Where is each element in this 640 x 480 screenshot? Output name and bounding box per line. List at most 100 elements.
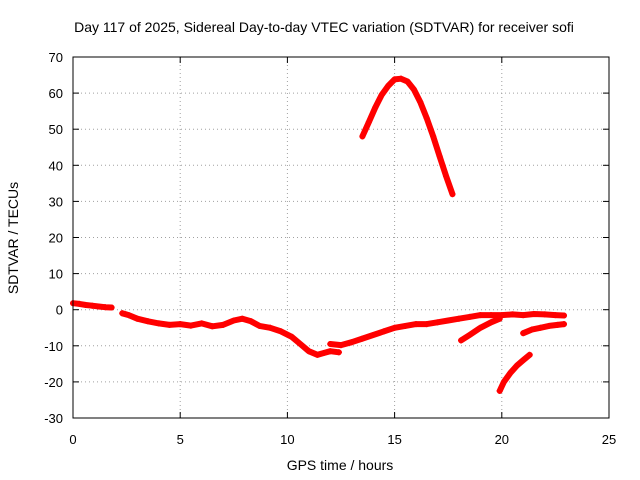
y-tick-label: -10 bbox=[44, 339, 63, 354]
data-point-track-3 bbox=[530, 311, 537, 318]
data-series-group bbox=[70, 75, 567, 394]
data-point-track-6 bbox=[500, 378, 507, 385]
y-tick-label: -20 bbox=[44, 375, 63, 390]
data-point-track-3 bbox=[488, 312, 495, 319]
x-tick-label: 0 bbox=[69, 432, 76, 447]
data-point-track-7 bbox=[545, 322, 552, 329]
data-point-track-3 bbox=[520, 312, 527, 319]
data-point-track-1 bbox=[95, 303, 102, 310]
chart-title: Day 117 of 2025, Sidereal Day-to-day VTE… bbox=[74, 19, 574, 35]
data-point-track-5 bbox=[466, 331, 473, 338]
data-point-track-3 bbox=[413, 321, 420, 328]
data-point-track-7 bbox=[528, 326, 535, 333]
data-point-track-2 bbox=[239, 315, 246, 322]
data-point-track-3 bbox=[477, 312, 484, 319]
data-point-track-3 bbox=[380, 328, 387, 335]
data-point-track-4 bbox=[410, 86, 417, 93]
data-point-track-4 bbox=[365, 118, 372, 125]
y-tick-label: 50 bbox=[49, 122, 63, 137]
data-point-track-4 bbox=[398, 75, 405, 82]
data-point-track-2 bbox=[198, 320, 205, 327]
data-point-track-3 bbox=[423, 321, 430, 328]
data-point-track-2 bbox=[125, 312, 132, 319]
data-point-track-4 bbox=[359, 133, 366, 140]
data-point-track-2 bbox=[314, 351, 321, 358]
data-point-track-2 bbox=[256, 322, 263, 329]
data-point-track-6 bbox=[507, 369, 514, 376]
data-point-track-3 bbox=[402, 322, 409, 329]
data-point-track-1 bbox=[82, 302, 89, 309]
data-point-track-4 bbox=[372, 104, 379, 111]
data-point-track-2 bbox=[119, 310, 126, 317]
data-point-track-4 bbox=[404, 78, 411, 85]
data-point-track-2 bbox=[155, 320, 162, 327]
data-point-track-2 bbox=[277, 328, 284, 335]
data-point-track-7 bbox=[554, 321, 561, 328]
data-point-track-2 bbox=[209, 323, 216, 330]
data-point-track-3 bbox=[455, 315, 462, 322]
data-point-track-2 bbox=[230, 317, 237, 324]
data-point-track-1 bbox=[102, 304, 109, 311]
data-point-track-2 bbox=[267, 324, 274, 331]
data-point-track-6 bbox=[513, 362, 520, 369]
data-point-track-7 bbox=[560, 321, 567, 328]
y-tick-label: 30 bbox=[49, 194, 63, 209]
data-point-track-2 bbox=[145, 318, 152, 325]
data-point-track-3 bbox=[359, 335, 366, 342]
x-tick-label: 20 bbox=[495, 432, 509, 447]
x-tick-label: 5 bbox=[177, 432, 184, 447]
data-point-track-3 bbox=[348, 339, 355, 346]
x-tick-label: 10 bbox=[280, 432, 294, 447]
data-point-track-2 bbox=[320, 350, 327, 357]
data-point-track-3 bbox=[466, 313, 473, 320]
data-point-track-6 bbox=[526, 351, 533, 358]
data-point-track-4 bbox=[378, 91, 385, 98]
data-point-track-4 bbox=[449, 191, 456, 198]
data-point-track-2 bbox=[187, 322, 194, 329]
y-tick-label: 20 bbox=[49, 231, 63, 246]
data-point-track-3 bbox=[509, 311, 516, 318]
data-point-track-7 bbox=[520, 330, 527, 337]
data-point-track-4 bbox=[443, 173, 450, 180]
data-point-track-4 bbox=[430, 133, 437, 140]
data-point-track-4 bbox=[423, 115, 430, 122]
y-tick-label: 0 bbox=[56, 303, 63, 318]
data-point-track-3 bbox=[370, 331, 377, 338]
data-point-track-1 bbox=[89, 302, 96, 309]
data-point-track-2 bbox=[134, 315, 141, 322]
data-point-track-3 bbox=[434, 319, 441, 326]
data-point-track-2 bbox=[335, 349, 342, 356]
data-point-track-1 bbox=[108, 304, 115, 311]
data-point-track-5 bbox=[477, 324, 484, 331]
data-point-track-3 bbox=[445, 317, 452, 324]
data-point-track-2 bbox=[177, 321, 184, 328]
y-axis-label: SDTVAR / TECUs bbox=[5, 182, 21, 294]
data-point-track-3 bbox=[560, 312, 567, 319]
data-point-track-2 bbox=[297, 340, 304, 347]
data-point-track-6 bbox=[520, 357, 527, 364]
axis-ticks: 0 5 10 15 20 25 -30 -20 -10 0 10 20 30 40 50 60 70 bbox=[44, 50, 616, 447]
y-tick-label: 10 bbox=[49, 267, 63, 282]
data-point-track-2 bbox=[288, 333, 295, 340]
x-tick-label: 25 bbox=[602, 432, 616, 447]
y-tick-label: 60 bbox=[49, 86, 63, 101]
data-point-track-1 bbox=[76, 300, 83, 307]
data-point-track-5 bbox=[488, 319, 495, 326]
data-point-track-5 bbox=[496, 315, 503, 322]
data-point-track-2 bbox=[166, 321, 173, 328]
x-axis-label: GPS time / hours bbox=[287, 457, 394, 473]
data-point-track-7 bbox=[537, 324, 544, 331]
data-point-track-5 bbox=[458, 337, 465, 344]
data-point-track-3 bbox=[391, 324, 398, 331]
data-point-track-4 bbox=[436, 153, 443, 160]
data-point-track-2 bbox=[305, 348, 312, 355]
data-point-track-4 bbox=[385, 82, 392, 89]
data-point-track-3 bbox=[338, 342, 344, 349]
data-point-track-6 bbox=[496, 387, 503, 394]
x-tick-label: 15 bbox=[387, 432, 401, 447]
data-point-track-4 bbox=[417, 99, 424, 106]
y-tick-label: 40 bbox=[49, 158, 63, 173]
data-point-track-3 bbox=[541, 311, 548, 318]
